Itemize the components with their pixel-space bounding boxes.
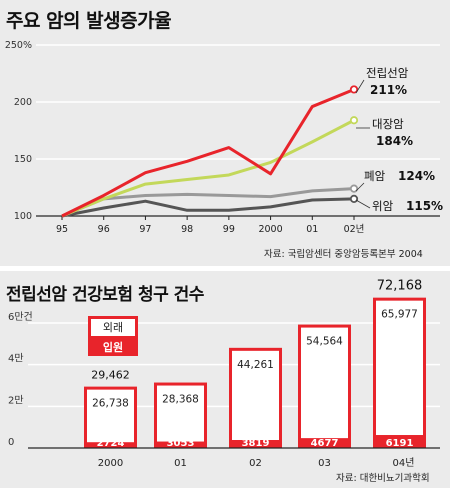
series-name-label: 위암 bbox=[372, 199, 394, 213]
y-tick-label: 6만건 bbox=[8, 311, 33, 323]
y-tick-label: 4만 bbox=[8, 353, 24, 365]
bar-total-label: 72,168 bbox=[377, 279, 423, 294]
bar-outpatient-label: 28,368 bbox=[162, 394, 199, 406]
x-tick-label: 98 bbox=[181, 224, 193, 235]
series-end-point bbox=[351, 86, 357, 92]
x-tick-label: 95 bbox=[56, 224, 68, 235]
series-line bbox=[62, 199, 354, 216]
bar-chart-source: 자료: 대한비뇨기과학회 bbox=[336, 470, 430, 484]
x-tick-label: 96 bbox=[98, 224, 110, 235]
series-value-label: 184% bbox=[376, 134, 413, 148]
y-tick-label: 0 bbox=[8, 437, 14, 448]
y-tick-label: 2만 bbox=[8, 394, 24, 406]
bar-inpatient-label: 3053 bbox=[167, 438, 195, 449]
x-tick-label: 04년 bbox=[393, 457, 415, 469]
series-name-label: 전립선암 bbox=[366, 66, 409, 80]
series-name-label: 폐암 bbox=[364, 169, 386, 183]
bar-outpatient-label: 44,261 bbox=[237, 359, 274, 371]
y-tick-label: 250% bbox=[5, 40, 32, 51]
x-tick-label: 2000 bbox=[98, 458, 123, 469]
y-tick-label: 100 bbox=[14, 211, 32, 222]
series-end-point bbox=[351, 196, 357, 202]
label-leader-line bbox=[356, 80, 364, 93]
x-tick-label: 99 bbox=[223, 224, 235, 235]
y-tick-label: 150 bbox=[14, 154, 32, 165]
bar-inpatient-label: 2724 bbox=[97, 438, 125, 449]
x-tick-label: 02년 bbox=[344, 224, 365, 235]
y-tick-label: 200 bbox=[14, 97, 32, 108]
bar-total-label: 29,462 bbox=[91, 369, 130, 382]
label-leader-line bbox=[356, 200, 370, 208]
x-tick-label: 02 bbox=[249, 458, 262, 469]
series-end-point bbox=[351, 117, 357, 123]
series-name-label: 대장암 bbox=[372, 117, 404, 131]
bar-inpatient-label: 3819 bbox=[242, 438, 270, 449]
legend-label-inpatient: 입원 bbox=[103, 340, 123, 354]
line-chart-source: 자료: 국립암센터 중앙암등록본부 2004 bbox=[264, 246, 423, 260]
bar-outpatient-label: 26,738 bbox=[92, 398, 129, 410]
bar-outpatient-label: 54,564 bbox=[306, 336, 343, 348]
x-tick-label: 01 bbox=[174, 458, 187, 469]
bar-outpatient-label: 65,977 bbox=[381, 309, 418, 321]
x-tick-label: 2000 bbox=[258, 224, 282, 235]
series-value-label: 124% bbox=[398, 169, 435, 183]
bar-inpatient-label: 4677 bbox=[311, 438, 339, 449]
series-value-label: 211% bbox=[370, 83, 407, 97]
series-value-label: 115% bbox=[406, 199, 443, 213]
x-tick-label: 97 bbox=[139, 224, 151, 235]
x-tick-label: 01 bbox=[306, 224, 318, 235]
bar-inpatient-label: 6191 bbox=[386, 438, 414, 449]
x-tick-label: 03 bbox=[318, 458, 331, 469]
legend-label-outpatient: 외래 bbox=[103, 321, 123, 334]
bar-outpatient bbox=[376, 301, 423, 435]
